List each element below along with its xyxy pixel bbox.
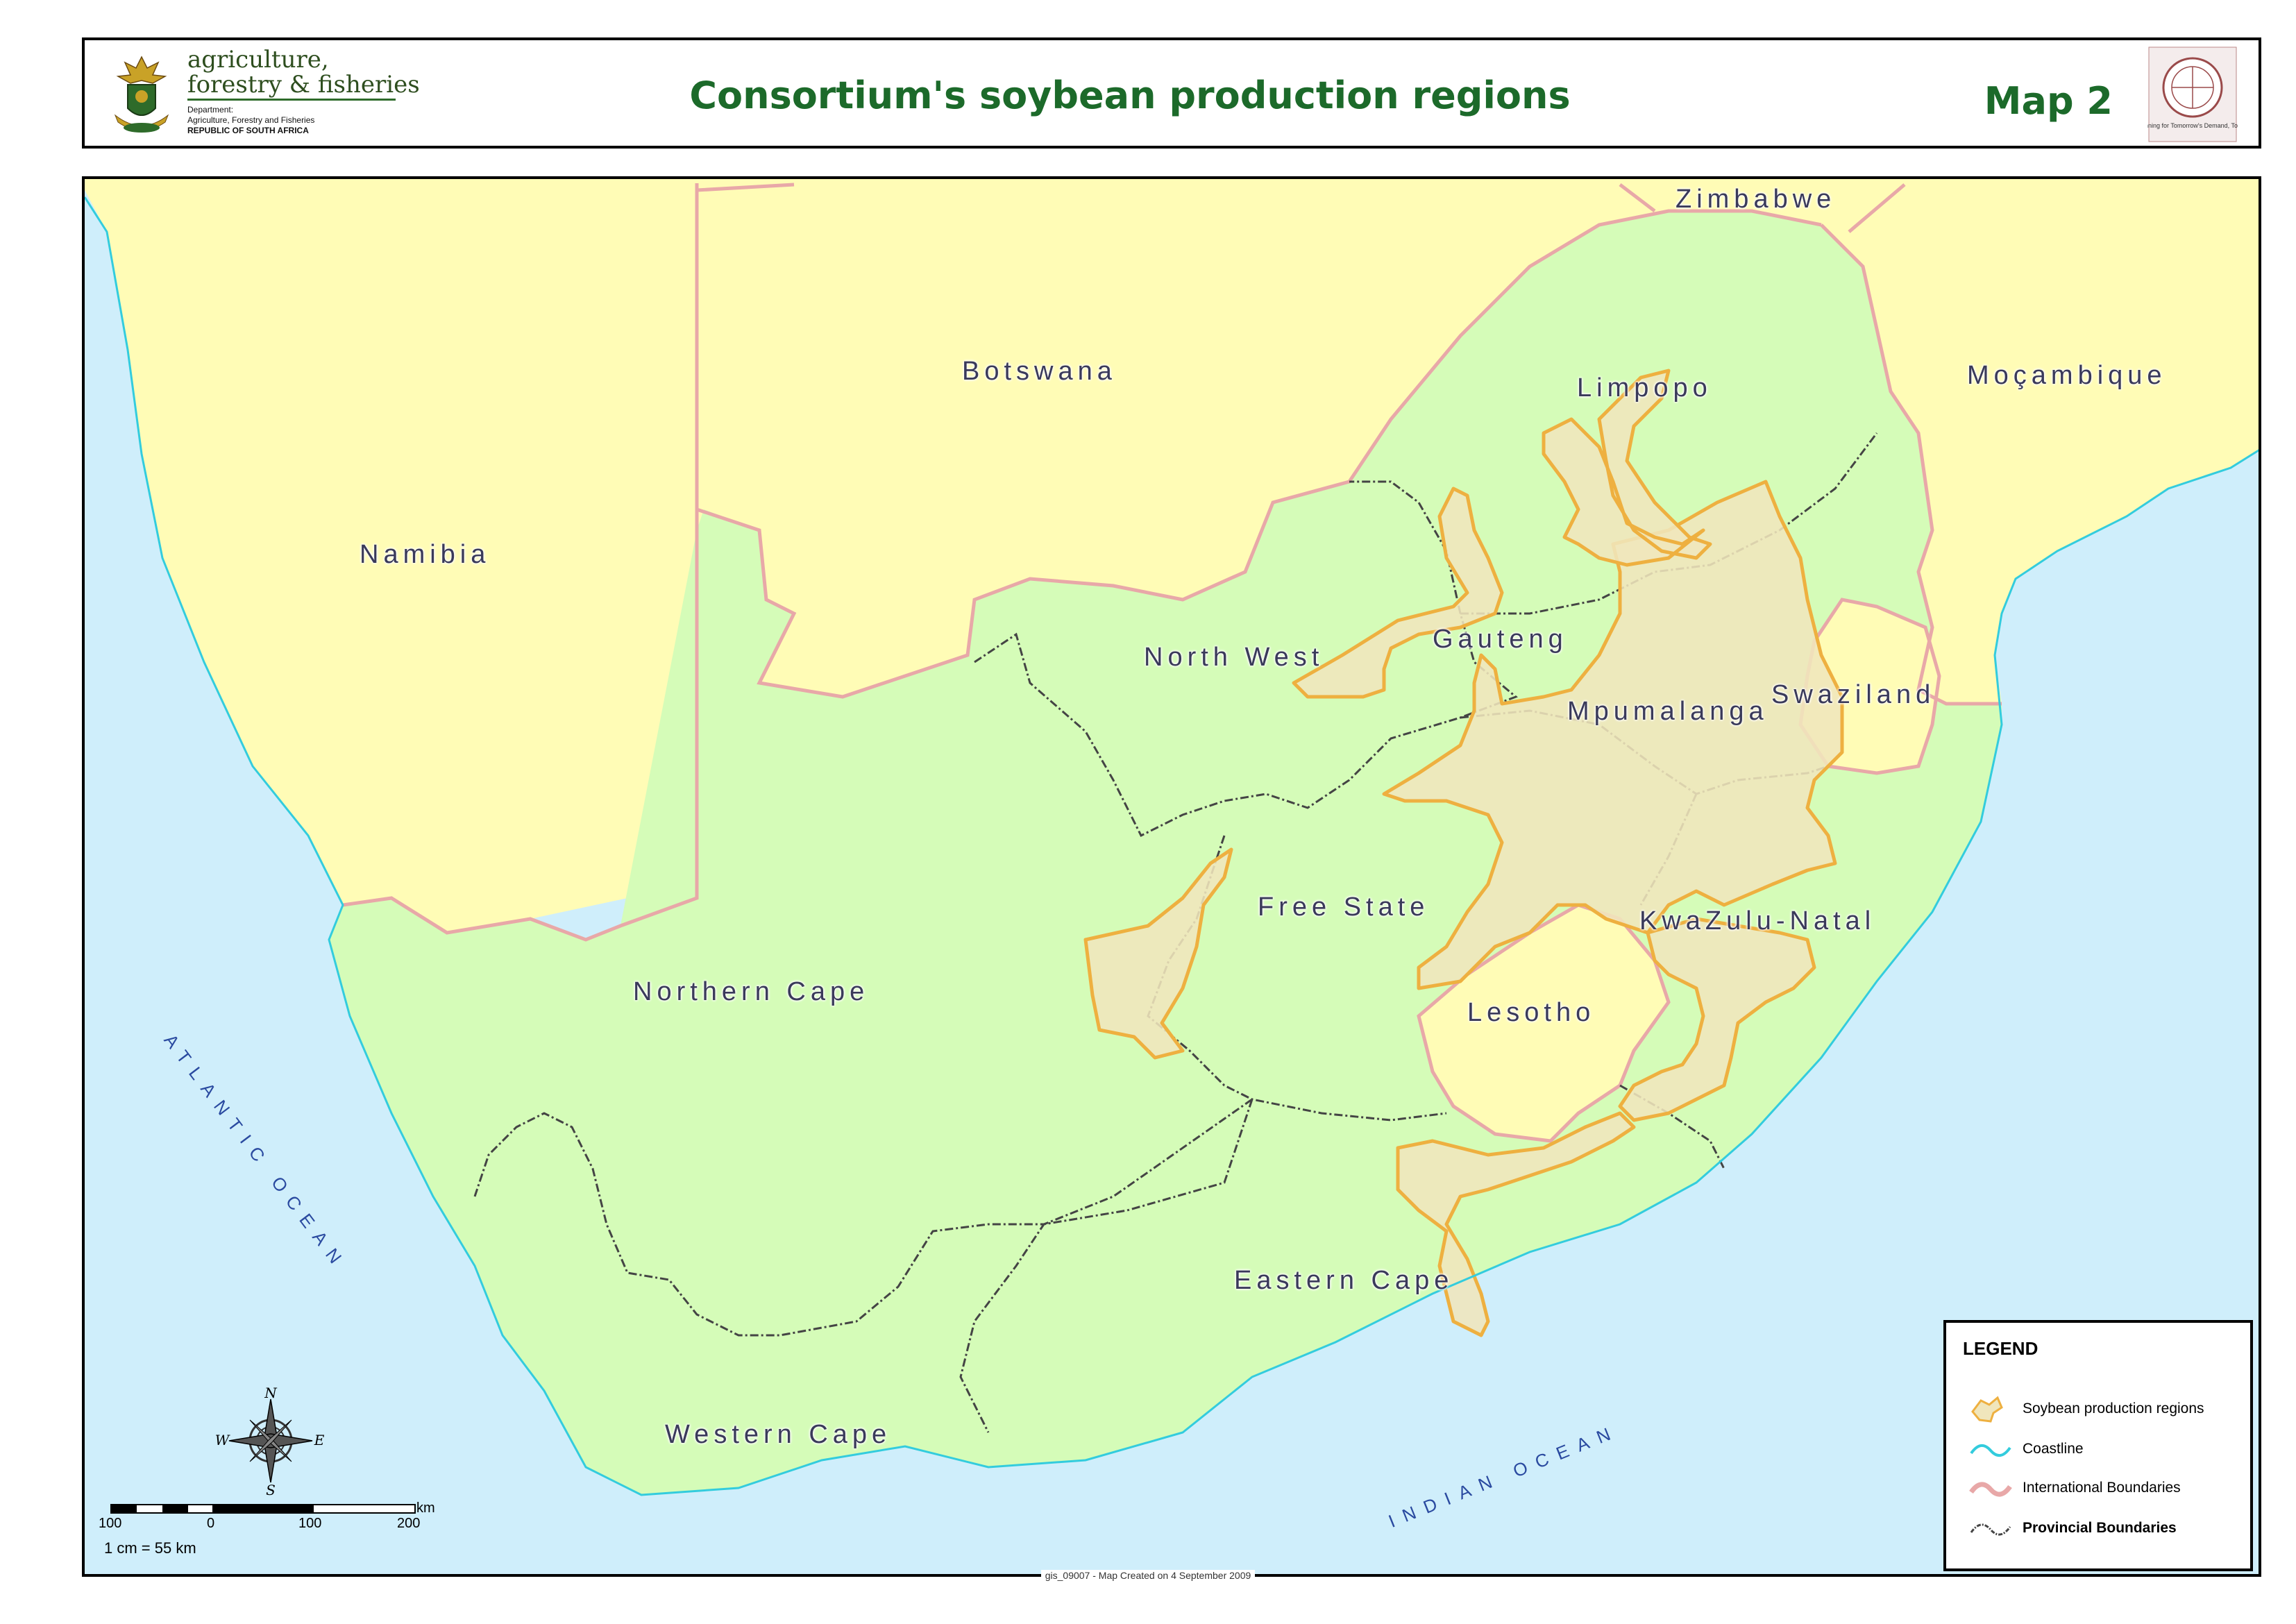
logo-rule [187, 99, 396, 101]
label-swaziland: Swaziland [1771, 680, 1936, 709]
compass-s: S [266, 1482, 276, 1496]
scale-tick-0: 100 [99, 1516, 122, 1531]
soybean-regions [1083, 369, 1844, 1337]
map-title: Consortium's soybean production regions [689, 74, 1571, 117]
scale-tick-1: 0 [207, 1516, 215, 1531]
label-kwazulu-natal: KwaZulu-Natal [1639, 906, 1876, 936]
soybean-region-free-state-west [1083, 847, 1233, 1060]
legend-item-intl: International Boundaries [1966, 1471, 2243, 1506]
label-eastern-cape: Eastern Cape [1234, 1266, 1454, 1295]
label-north-west: North West [1144, 643, 1324, 672]
compass-rose-icon: N S E W [215, 1385, 325, 1496]
scale-unit: km [416, 1500, 435, 1516]
compass-n: N [264, 1385, 278, 1401]
logo-line-2: forestry & fisheries [187, 71, 420, 99]
soybean-region-gauteng-mpumalanga-fs [1382, 480, 1844, 990]
international-boundary-line-icon [1969, 1482, 2012, 1497]
international-boundaries [342, 183, 2002, 942]
legend: LEGEND Soybean production regions Coastl… [1943, 1320, 2253, 1571]
daff-logo: agriculture, forestry & fisheries Depart… [97, 47, 423, 144]
coat-of-arms-icon [114, 56, 169, 133]
seal-caption: Planning for Tomorrow's Demand, Today! [2147, 122, 2238, 129]
coastline-line-icon [1970, 1444, 2011, 1457]
map-title-wrap: Consortium's soybean production regions [85, 74, 2259, 117]
map-header: agriculture, forestry & fisheries Depart… [82, 37, 2261, 149]
legend-label-provincial: Provincial Boundaries [2023, 1520, 2177, 1536]
dept-line-1: Department: [187, 105, 234, 115]
label-namibia: Namibia [360, 540, 491, 569]
scale-tick-3: 200 [397, 1516, 421, 1531]
soybean-region-eastern-cape [1396, 1111, 1636, 1337]
label-northern-cape: Northern Cape [633, 977, 870, 1006]
lesotho-land [1417, 903, 1671, 1143]
label-lesotho: Lesotho [1467, 998, 1596, 1027]
compass-e: E [314, 1432, 325, 1448]
legend-label-soybean: Soybean production regions [2023, 1401, 2204, 1416]
label-western-cape: Western Cape [665, 1420, 892, 1449]
legend-label-coastline: Coastline [2023, 1441, 2084, 1457]
provincial-boundary-line-icon [1970, 1523, 2011, 1536]
scale-bar: 100 0 100 200 km 1 cm = 55 km [97, 1499, 444, 1562]
logo-line-1: agriculture, [187, 46, 329, 74]
soybean-region-kzn [1618, 917, 1816, 1122]
compass-w: W [215, 1432, 230, 1448]
legend-label-intl: International Boundaries [2023, 1480, 2181, 1496]
map-svg [85, 179, 2259, 1496]
label-mocambique: Moçambique [1967, 361, 2167, 390]
legend-item-provincial: Provincial Boundaries [1966, 1512, 2243, 1546]
label-mpumalanga: Mpumalanga [1567, 697, 1769, 726]
map-footer: gis_09007 - Map Created on 4 September 2… [0, 1570, 2296, 1581]
label-botswana: Botswana [962, 357, 1117, 386]
legend-item-coastline: Coastline [1966, 1432, 2243, 1467]
label-free-state: Free State [1258, 893, 1430, 922]
map-number: Map 2 [1984, 79, 2113, 123]
planning-seal-icon: Planning for Tomorrow's Demand, Today! [2147, 46, 2238, 142]
soybean-region-limpopo [1542, 369, 1712, 567]
legend-title: LEGEND [1963, 1338, 2038, 1359]
label-zimbabwe: Zimbabwe [1675, 185, 1837, 214]
label-limpopo: Limpopo [1577, 373, 1712, 403]
dept-line-3: REPUBLIC OF SOUTH AFRICA [187, 126, 309, 135]
footer-text: gis_09007 - Map Created on 4 September 2… [1040, 1570, 1256, 1581]
scale-ratio: 1 cm = 55 km [104, 1539, 196, 1557]
scale-bar-graphic [110, 1504, 416, 1514]
coastline [85, 196, 2259, 1496]
legend-item-soybean: Soybean production regions [1966, 1392, 2243, 1427]
label-gauteng: Gauteng [1433, 625, 1568, 654]
soybean-region-swatch-icon [1971, 1396, 2003, 1423]
soybean-region-north-west [1292, 487, 1504, 699]
dept-line-2: Agriculture, Forestry and Fisheries [187, 115, 315, 125]
scale-tick-2: 100 [298, 1516, 322, 1531]
map-canvas: Namibia Botswana Zimbabwe Moçambique Swa… [82, 176, 2261, 1577]
